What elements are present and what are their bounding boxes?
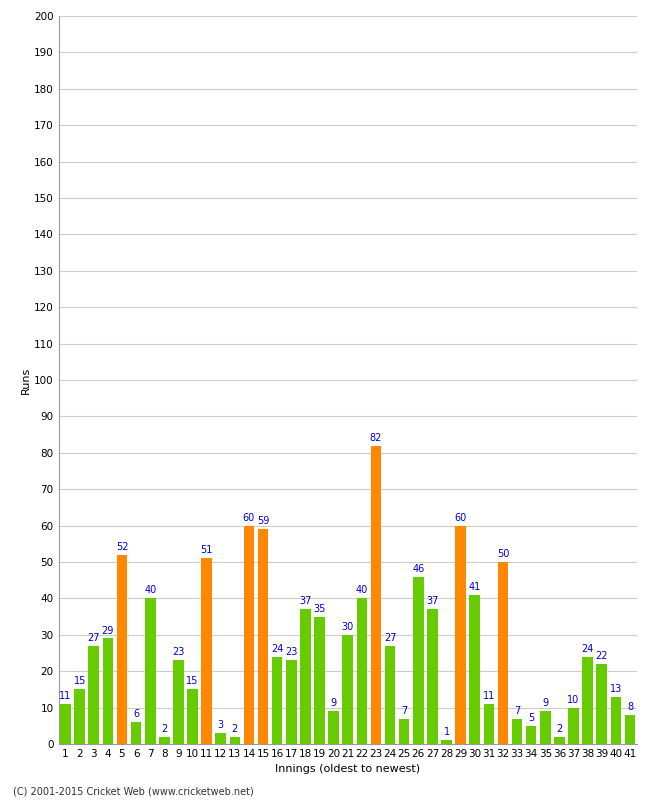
Bar xyxy=(314,617,325,744)
Bar xyxy=(484,704,494,744)
Text: 41: 41 xyxy=(469,582,481,592)
Bar xyxy=(582,657,593,744)
Bar xyxy=(244,526,254,744)
Text: 3: 3 xyxy=(218,720,224,730)
Text: 2: 2 xyxy=(161,724,168,734)
X-axis label: Innings (oldest to newest): Innings (oldest to newest) xyxy=(275,765,421,774)
Text: 13: 13 xyxy=(610,684,622,694)
Bar xyxy=(610,697,621,744)
Bar xyxy=(441,740,452,744)
Bar xyxy=(399,718,410,744)
Text: (C) 2001-2015 Cricket Web (www.cricketweb.net): (C) 2001-2015 Cricket Web (www.cricketwe… xyxy=(13,786,254,796)
Text: 6: 6 xyxy=(133,710,139,719)
Bar xyxy=(117,554,127,744)
Bar xyxy=(202,558,212,744)
Text: 35: 35 xyxy=(313,604,326,614)
Bar xyxy=(427,610,437,744)
Y-axis label: Runs: Runs xyxy=(21,366,31,394)
Bar xyxy=(554,737,565,744)
Bar xyxy=(526,726,536,744)
Bar xyxy=(568,707,578,744)
Text: 24: 24 xyxy=(271,644,283,654)
Text: 22: 22 xyxy=(595,651,608,661)
Text: 11: 11 xyxy=(59,691,72,701)
Text: 9: 9 xyxy=(542,698,549,708)
Text: 60: 60 xyxy=(454,513,467,522)
Bar xyxy=(328,711,339,744)
Bar xyxy=(215,733,226,744)
Bar xyxy=(597,664,607,744)
Text: 52: 52 xyxy=(116,542,128,552)
Text: 2: 2 xyxy=(556,724,562,734)
Bar xyxy=(343,634,353,744)
Text: 59: 59 xyxy=(257,516,269,526)
Bar xyxy=(131,722,142,744)
Text: 5: 5 xyxy=(528,713,534,723)
Text: 27: 27 xyxy=(384,633,396,643)
Text: 2: 2 xyxy=(232,724,238,734)
Bar xyxy=(74,690,85,744)
Text: 1: 1 xyxy=(443,727,450,738)
Text: 37: 37 xyxy=(299,597,311,606)
Bar xyxy=(300,610,311,744)
Text: 8: 8 xyxy=(627,702,633,712)
Bar xyxy=(357,598,367,744)
Bar xyxy=(145,598,155,744)
Bar xyxy=(272,657,283,744)
Bar xyxy=(512,718,523,744)
Text: 51: 51 xyxy=(200,546,213,555)
Text: 40: 40 xyxy=(144,586,157,595)
Text: 60: 60 xyxy=(243,513,255,522)
Bar xyxy=(258,530,268,744)
Text: 37: 37 xyxy=(426,597,439,606)
Bar xyxy=(413,577,424,744)
Text: 24: 24 xyxy=(582,644,594,654)
Bar xyxy=(229,737,240,744)
Bar xyxy=(103,638,113,744)
Text: 23: 23 xyxy=(285,647,298,658)
Bar xyxy=(469,594,480,744)
Bar xyxy=(286,660,296,744)
Text: 82: 82 xyxy=(370,433,382,442)
Bar xyxy=(159,737,170,744)
Bar xyxy=(88,646,99,744)
Text: 40: 40 xyxy=(356,586,368,595)
Bar xyxy=(60,704,71,744)
Bar xyxy=(370,446,382,744)
Text: 29: 29 xyxy=(101,626,114,635)
Bar xyxy=(385,646,395,744)
Text: 15: 15 xyxy=(187,677,199,686)
Text: 23: 23 xyxy=(172,647,185,658)
Text: 10: 10 xyxy=(567,694,580,705)
Text: 30: 30 xyxy=(342,622,354,632)
Bar xyxy=(187,690,198,744)
Text: 9: 9 xyxy=(331,698,337,708)
Text: 15: 15 xyxy=(73,677,86,686)
Text: 50: 50 xyxy=(497,549,509,559)
Text: 11: 11 xyxy=(483,691,495,701)
Bar xyxy=(173,660,184,744)
Bar xyxy=(456,526,466,744)
Text: 7: 7 xyxy=(401,706,408,716)
Text: 27: 27 xyxy=(88,633,100,643)
Bar xyxy=(498,562,508,744)
Text: 7: 7 xyxy=(514,706,520,716)
Bar xyxy=(540,711,551,744)
Bar xyxy=(625,715,635,744)
Text: 46: 46 xyxy=(412,564,424,574)
